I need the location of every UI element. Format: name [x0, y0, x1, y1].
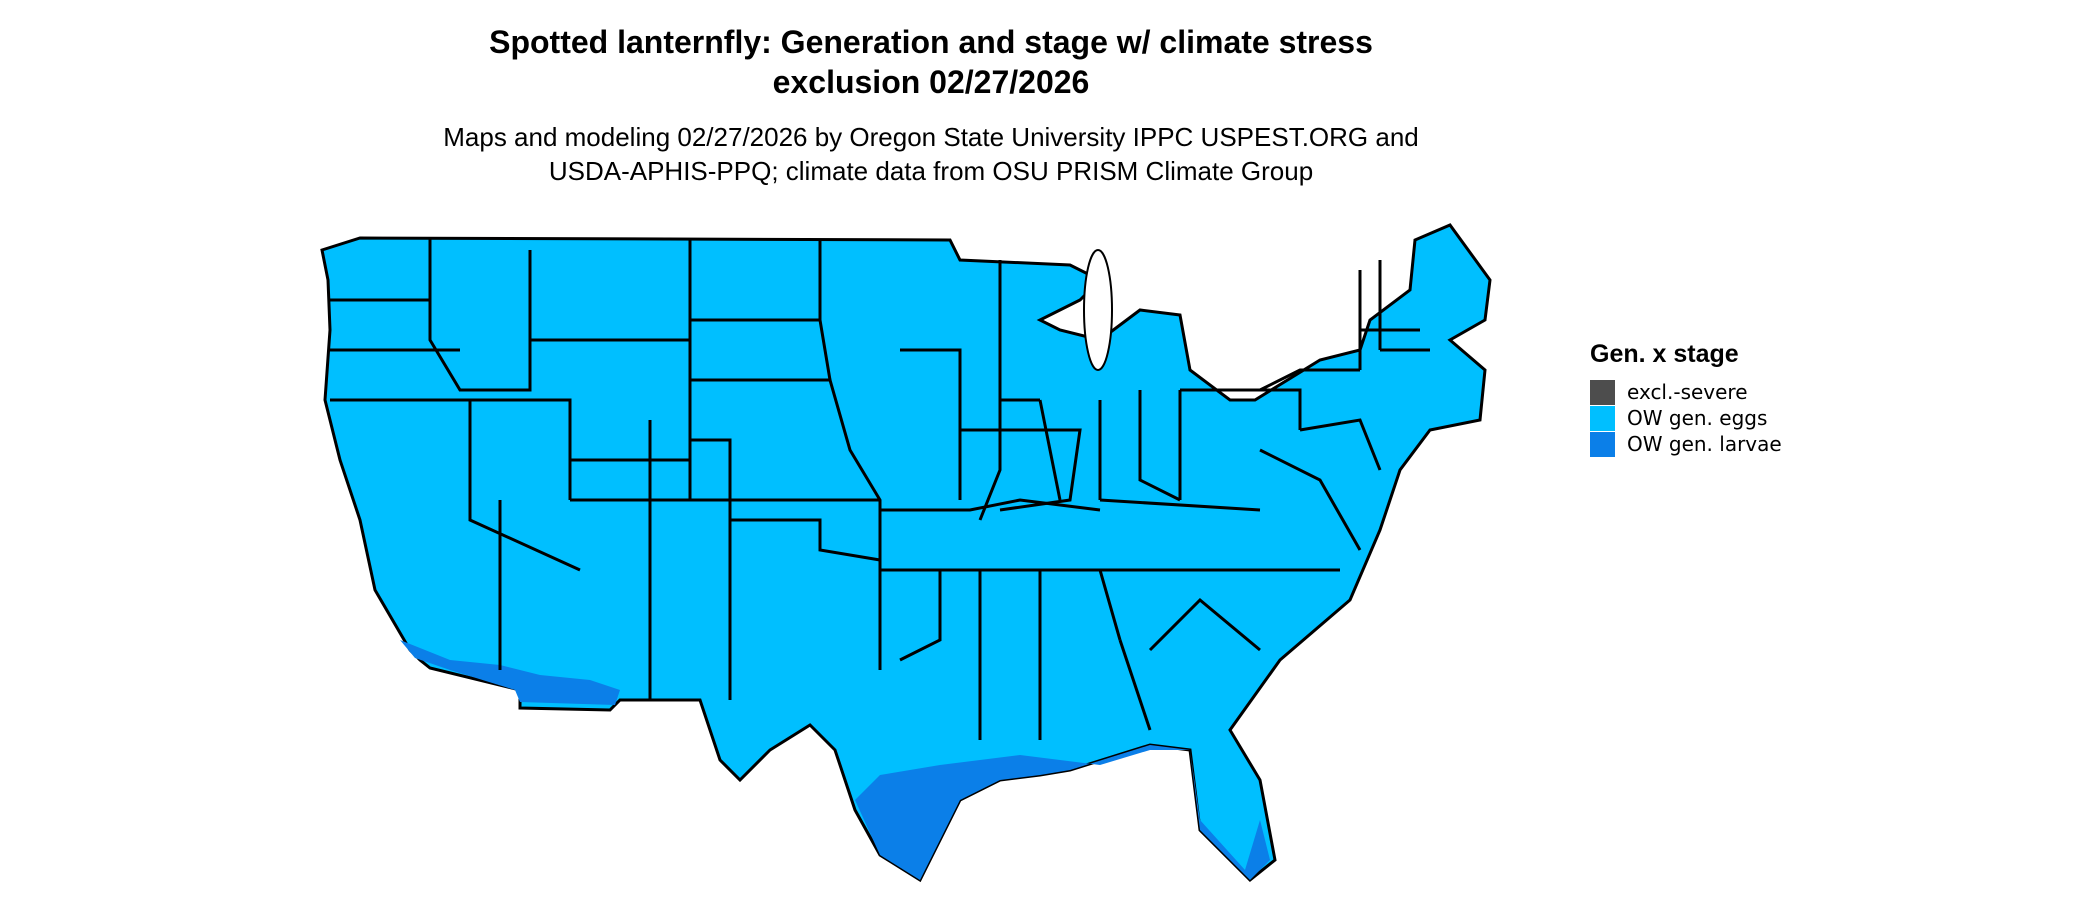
- map-title: Spotted lanternfly: Generation and stage…: [0, 22, 1862, 102]
- map-subtitle-line1: Maps and modeling 02/27/2026 by Oregon S…: [443, 122, 1419, 152]
- us-map: [320, 223, 1492, 883]
- map-subtitle-line2: USDA-APHIS-PPQ; climate data from OSU PR…: [548, 156, 1314, 186]
- legend-items: excl.-severe OW gen. eggs OW gen. larvae: [1590, 379, 1782, 457]
- legend-title: Gen. x stage: [1590, 340, 1739, 368]
- larvae-zone-gulf: [855, 745, 1270, 880]
- legend: Gen. x stage excl.-severe OW gen. eggs OW …: [1590, 340, 1782, 457]
- legend-item: excl.-severe: [1590, 379, 1782, 405]
- larvae-zone-southwest: [400, 640, 620, 705]
- map-subtitle: Maps and modeling 02/27/2026 by Oregon S…: [0, 120, 1862, 188]
- map-title-line1: Spotted lanternfly: Generation and stage…: [489, 24, 1373, 60]
- lake-michigan: [1083, 249, 1113, 371]
- legend-label: excl.-severe: [1627, 380, 1748, 404]
- state-borders: [328, 238, 1430, 740]
- us-land: [320, 223, 1492, 883]
- legend-swatch: [1590, 405, 1615, 431]
- legend-label: OW gen. larvae: [1627, 432, 1782, 456]
- map-title-line2: exclusion 02/27/2026: [772, 64, 1090, 100]
- legend-item: OW gen. eggs: [1590, 405, 1782, 431]
- legend-label: OW gen. eggs: [1627, 406, 1768, 430]
- legend-swatch: [1590, 379, 1615, 405]
- legend-item: OW gen. larvae: [1590, 431, 1782, 457]
- legend-swatch: [1590, 431, 1615, 457]
